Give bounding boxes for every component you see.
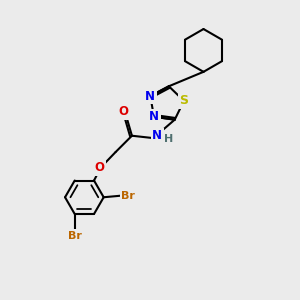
Text: Br: Br: [68, 231, 82, 241]
Text: O: O: [94, 161, 104, 174]
Text: N: N: [145, 90, 155, 103]
Text: S: S: [179, 94, 188, 107]
Text: N: N: [152, 129, 162, 142]
Text: H: H: [164, 134, 173, 144]
Text: Br: Br: [122, 191, 135, 201]
Text: O: O: [118, 105, 128, 119]
Text: N: N: [149, 110, 159, 123]
